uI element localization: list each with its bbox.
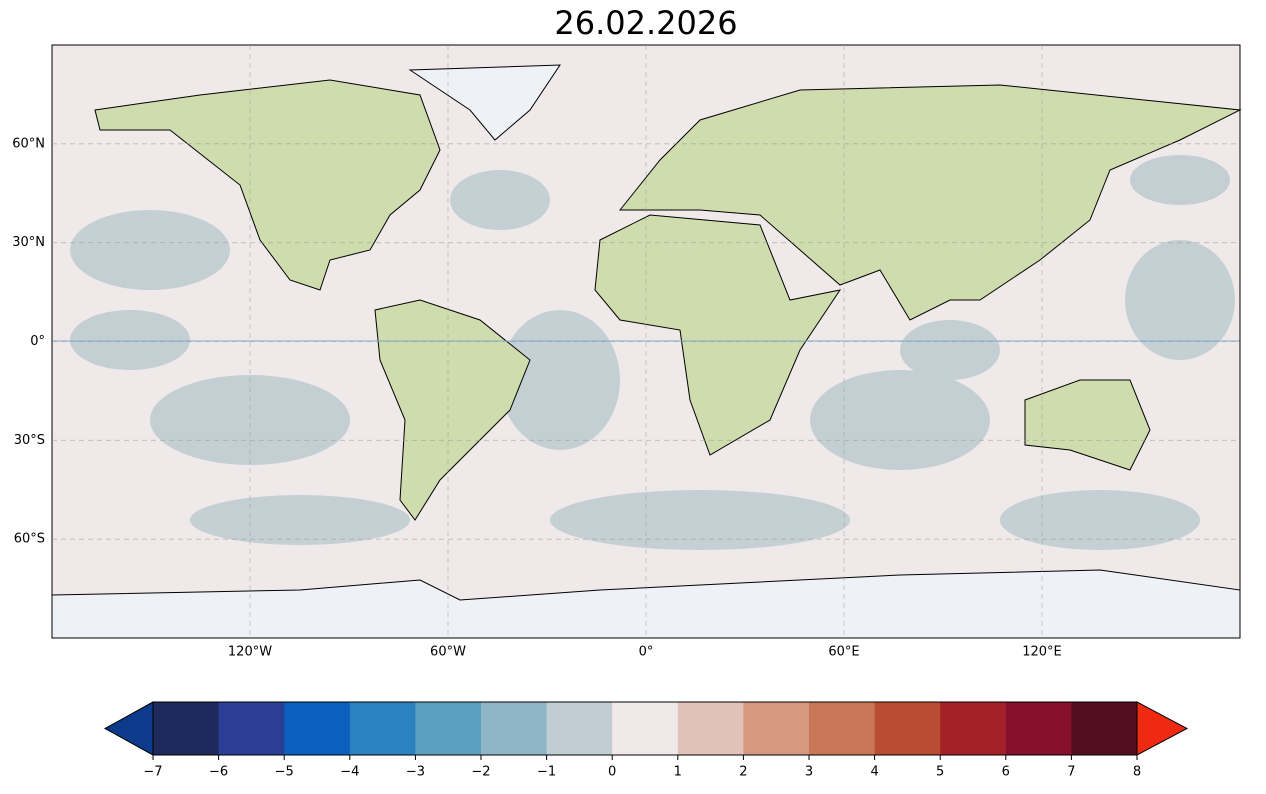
- colorbar-tick-label: 7: [1067, 765, 1075, 780]
- colorbar-segment: [481, 702, 548, 755]
- colorbar-segment: [743, 702, 810, 755]
- y-tick-label: 60°N: [12, 136, 45, 151]
- colorbar-tick-label: 1: [674, 765, 682, 780]
- anomaly-areas: [70, 155, 1235, 550]
- y-tick-label: 30°N: [12, 235, 45, 250]
- colorbar-tick-label: 4: [870, 765, 878, 780]
- colorbar-tick-label: −5: [275, 765, 294, 780]
- colorbar-tick-label: 5: [936, 765, 944, 780]
- colorbar-tick-label: 0: [608, 765, 616, 780]
- colorbar-segment: [677, 702, 744, 755]
- colorbar-segment: [874, 702, 941, 755]
- colorbar-segment: [349, 702, 416, 755]
- colorbar-segment: [284, 702, 351, 755]
- x-tick-label: 120°W: [228, 645, 272, 660]
- colorbar-tick-label: −6: [209, 765, 228, 780]
- colorbar-segment: [809, 702, 876, 755]
- colorbar-tick-label: 8: [1133, 765, 1141, 780]
- x-tick-label: 60°W: [430, 645, 466, 660]
- colorbar-segment: [153, 702, 220, 755]
- colorbar-segment: [546, 702, 613, 755]
- colorbar-tick-label: 6: [1002, 765, 1010, 780]
- colorbar-segment: [218, 702, 285, 755]
- x-tick-label: 0°: [639, 645, 654, 660]
- colorbar-segment: [415, 702, 482, 755]
- colorbar-under: [103, 701, 154, 756]
- y-tick-label: 0°: [30, 334, 45, 349]
- colorbar-segment: [1005, 702, 1072, 755]
- colorbar-tick-label: −1: [537, 765, 556, 780]
- title: 26.02.2026: [554, 4, 737, 42]
- colorbar-tick-label: 2: [739, 765, 747, 780]
- colorbar-tick-label: −3: [406, 765, 425, 780]
- colorbar-segment: [940, 702, 1007, 755]
- colorbar-tick-label: −7: [143, 765, 162, 780]
- y-tick-label: 30°S: [14, 433, 45, 448]
- colorbar-segment: [1071, 702, 1138, 755]
- colorbar-tick-label: 3: [805, 765, 813, 780]
- colorbar-tick-label: −4: [340, 765, 359, 780]
- colorbar-segment: [612, 702, 679, 755]
- y-tick-label: 60°S: [14, 532, 45, 547]
- colorbar-tick-label: −2: [471, 765, 490, 780]
- colorbar-over: [1136, 701, 1189, 756]
- x-tick-label: 60°E: [828, 645, 859, 660]
- x-tick-label: 120°E: [1022, 645, 1062, 660]
- colorbar-frame: [152, 701, 1138, 756]
